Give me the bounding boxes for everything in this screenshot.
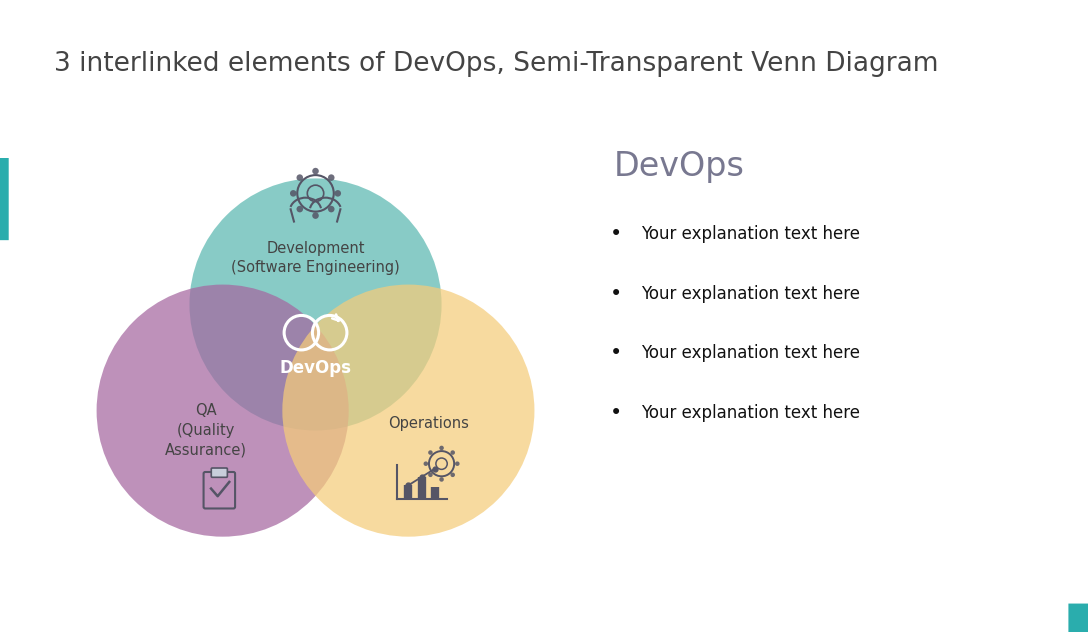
Circle shape	[189, 178, 442, 430]
FancyBboxPatch shape	[0, 158, 9, 240]
Circle shape	[455, 461, 459, 466]
Circle shape	[297, 174, 304, 181]
Text: Your explanation text here: Your explanation text here	[642, 404, 861, 422]
Circle shape	[327, 206, 334, 212]
Circle shape	[297, 206, 304, 212]
Circle shape	[312, 212, 319, 219]
Text: Development
(Software Engineering): Development (Software Engineering)	[231, 241, 400, 276]
Circle shape	[334, 190, 341, 197]
Text: DevOps: DevOps	[614, 150, 745, 183]
Circle shape	[440, 446, 444, 450]
Text: •: •	[609, 403, 621, 423]
Circle shape	[423, 461, 428, 466]
Circle shape	[290, 190, 297, 197]
Text: DevOps: DevOps	[280, 358, 351, 377]
Circle shape	[283, 284, 534, 537]
Text: 3 interlinked elements of DevOps, Semi-Transparent Venn Diagram: 3 interlinked elements of DevOps, Semi-T…	[54, 51, 939, 76]
FancyBboxPatch shape	[211, 468, 227, 477]
Text: Operations: Operations	[387, 416, 469, 432]
Text: QA
(Quality
Assurance): QA (Quality Assurance)	[165, 403, 247, 458]
Text: Your explanation text here: Your explanation text here	[642, 225, 861, 243]
Circle shape	[327, 174, 334, 181]
Text: •: •	[609, 284, 621, 303]
Text: •: •	[609, 343, 621, 363]
Circle shape	[450, 450, 455, 455]
FancyBboxPatch shape	[1068, 604, 1088, 632]
Circle shape	[429, 473, 433, 477]
Circle shape	[440, 477, 444, 482]
Circle shape	[97, 284, 348, 537]
Text: Your explanation text here: Your explanation text here	[642, 284, 861, 303]
Circle shape	[450, 473, 455, 477]
Text: •: •	[609, 224, 621, 244]
Text: Your explanation text here: Your explanation text here	[642, 344, 861, 362]
Circle shape	[429, 450, 433, 455]
Circle shape	[312, 168, 319, 174]
